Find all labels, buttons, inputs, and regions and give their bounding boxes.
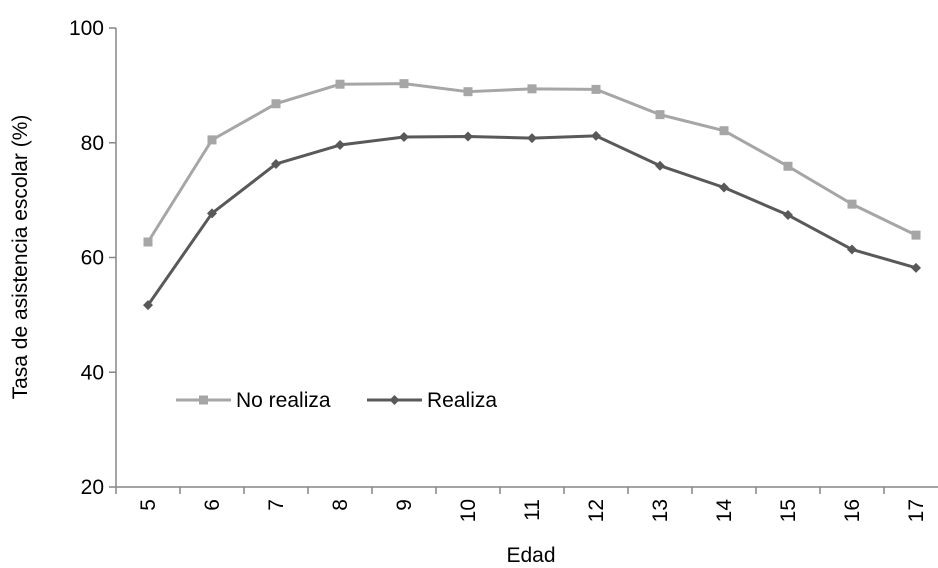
data-point	[911, 262, 921, 273]
data-point	[271, 158, 281, 169]
data-point	[143, 237, 153, 247]
data-point	[399, 79, 409, 89]
data-point	[591, 84, 601, 94]
data-point	[783, 161, 793, 171]
y-tick-label: 40	[81, 361, 104, 384]
series-no-realiza	[143, 79, 921, 247]
data-point	[143, 300, 153, 311]
data-point	[335, 140, 345, 151]
data-point	[527, 84, 537, 94]
legend-label: No realiza	[236, 389, 331, 412]
y-ticks: 20 40 60 80 100	[69, 17, 116, 499]
x-tick-label: 13	[649, 499, 672, 522]
data-point	[719, 126, 729, 136]
x-tick-label: 16	[841, 499, 864, 522]
legend: No realiza Realiza	[176, 389, 497, 412]
legend-swatch-marker	[389, 395, 400, 405]
legend-item-realiza: Realiza	[367, 389, 497, 412]
data-point	[655, 110, 665, 120]
series-realiza	[143, 130, 921, 311]
data-point	[527, 133, 537, 144]
data-point	[271, 99, 281, 109]
legend-label: Realiza	[427, 389, 497, 412]
data-point	[847, 244, 857, 255]
y-tick-label: 100	[69, 17, 104, 40]
data-point	[335, 79, 345, 89]
data-point	[911, 230, 921, 240]
x-tick-label: 10	[457, 499, 480, 522]
legend-item-no-realiza: No realiza	[176, 389, 331, 412]
y-tick-label: 80	[81, 132, 104, 155]
x-tick-label: 14	[713, 499, 736, 523]
x-axis-title: Edad	[506, 544, 555, 567]
data-point	[783, 210, 793, 221]
x-tick-label: 8	[329, 499, 352, 511]
data-point	[719, 182, 729, 193]
legend-swatch-marker	[199, 395, 208, 405]
x-tick-label: 9	[393, 499, 416, 511]
x-ticks: 5 6 7 8 9 10 11 12 13 14 15 16 17	[115, 487, 928, 523]
data-point	[655, 160, 665, 171]
x-tick-label: 5	[137, 499, 160, 511]
axes	[115, 28, 938, 488]
y-tick-label: 20	[81, 476, 104, 499]
x-tick-label: 6	[201, 499, 224, 511]
x-tick-label: 7	[265, 499, 288, 511]
series-lines	[143, 79, 921, 311]
x-tick-label: 15	[777, 499, 800, 522]
data-point	[463, 87, 473, 97]
data-point	[591, 130, 601, 141]
data-point	[207, 135, 217, 145]
data-point	[463, 131, 473, 142]
series-line-no-realiza	[146, 82, 917, 243]
data-point	[207, 208, 217, 219]
data-point	[399, 132, 409, 143]
x-tick-label: 11	[521, 499, 544, 521]
y-tick-label: 60	[81, 247, 104, 270]
x-tick-label: 17	[905, 499, 928, 522]
y-axis-title: Tasa de asistencia escolar (%)	[9, 115, 32, 400]
x-tick-label: 12	[585, 499, 608, 522]
series-line-realiza	[146, 134, 917, 306]
data-point	[847, 199, 857, 209]
